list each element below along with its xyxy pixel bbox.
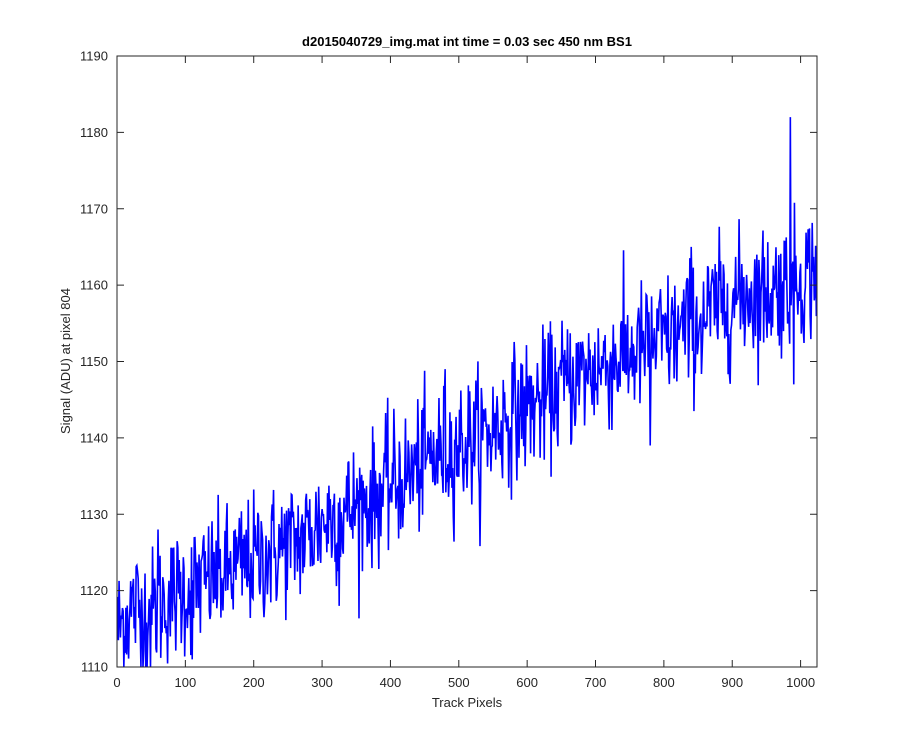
y-tick-label: 1140 (80, 430, 108, 445)
y-tick-label: 1120 (80, 583, 108, 598)
y-tick-label: 1130 (80, 507, 108, 522)
x-axis-label: Track Pixels (432, 695, 503, 710)
x-tick-label: 700 (585, 675, 607, 690)
plot-area (117, 56, 817, 667)
x-tick-label: 100 (175, 675, 197, 690)
axes-box (116, 55, 818, 668)
y-tick-label: 1170 (80, 201, 108, 216)
data-layer (117, 117, 817, 667)
y-axis-label: Signal (ADU) at pixel 804 (58, 288, 73, 434)
chart-title: d2015040729_img.mat int time = 0.03 sec … (302, 34, 632, 49)
y-tick-label: 1190 (80, 49, 108, 64)
x-tick-label: 200 (243, 675, 265, 690)
x-tick-label: 0 (113, 675, 120, 690)
x-tick-label: 900 (721, 675, 743, 690)
x-tick-label: 500 (448, 675, 470, 690)
x-tick-label: 300 (311, 675, 333, 690)
signal-series-line (117, 117, 817, 667)
x-tick-label: 1000 (786, 675, 815, 690)
x-tick-label: 800 (653, 675, 675, 690)
y-tick-label: 1150 (80, 354, 108, 369)
y-tick-label: 1180 (80, 125, 108, 140)
y-tick-label: 1160 (80, 278, 108, 293)
x-tick-label: 600 (516, 675, 538, 690)
ticks-layer: 0 100 200 300 400 500 600 700 800 900 1000 1110 1120… (80, 49, 817, 690)
y-tick-label: 1110 (81, 660, 108, 675)
x-tick-label: 400 (380, 675, 402, 690)
